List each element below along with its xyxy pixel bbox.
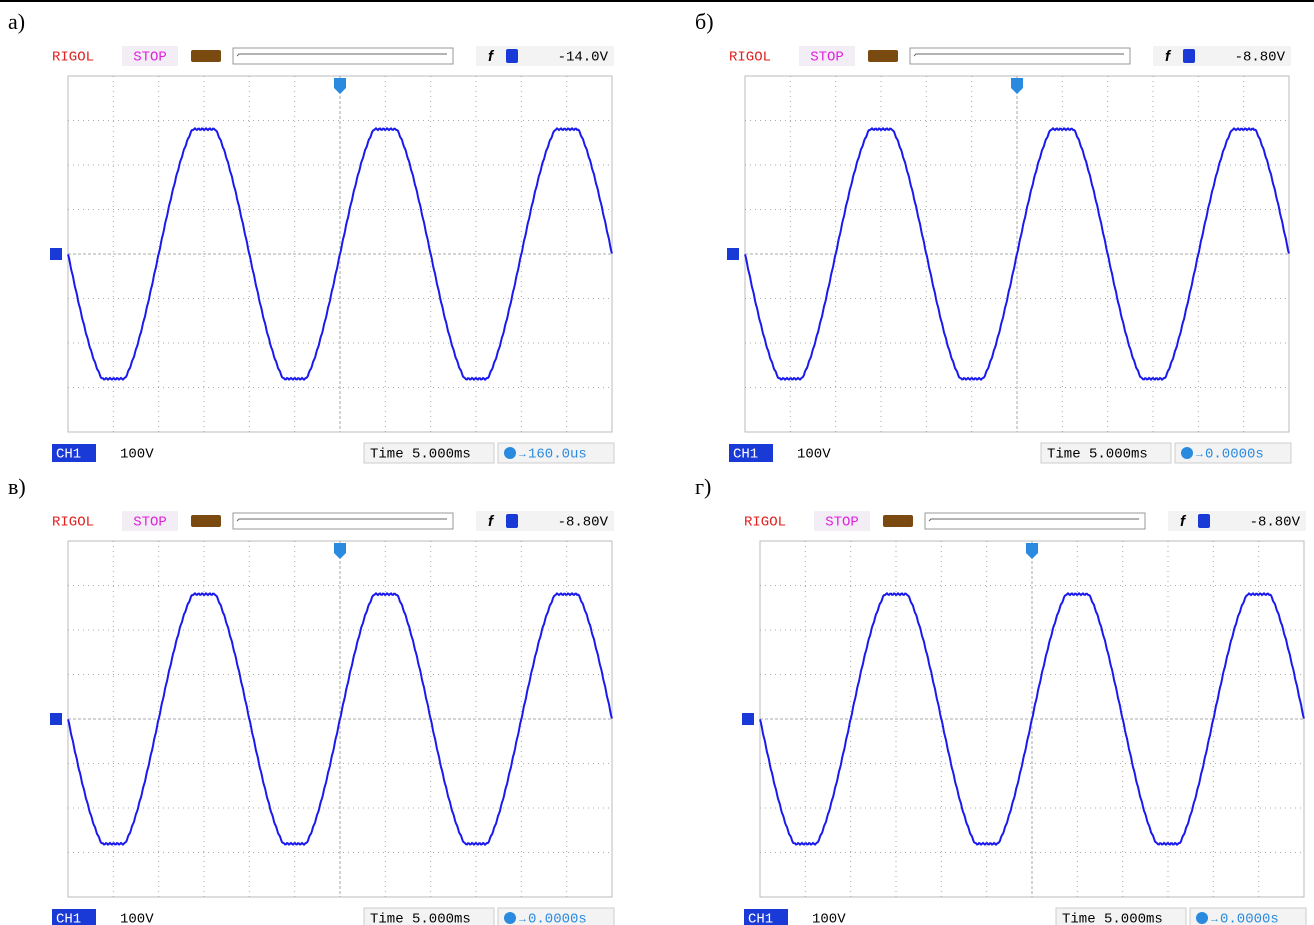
offset-icon (1196, 912, 1208, 924)
trigger-level: -8.80V (1235, 50, 1286, 66)
battery-icon (868, 50, 898, 62)
battery-icon (191, 515, 221, 527)
status: STOP (133, 515, 167, 531)
panel-label: г) (695, 474, 711, 499)
brand: RIGOL (744, 515, 786, 531)
channel: CH1 (748, 912, 773, 925)
time-base: Time 5.000ms (1062, 912, 1163, 925)
channel-icon (506, 514, 518, 528)
panel-label: в) (8, 474, 26, 499)
time-offset: 0.0000s (1220, 912, 1279, 925)
status: STOP (810, 50, 844, 66)
ch-marker (727, 248, 739, 260)
channel-icon (1198, 514, 1210, 528)
time-base: Time 5.000ms (1047, 447, 1148, 463)
memory-bar (910, 48, 1130, 64)
channel-icon (1183, 49, 1195, 63)
panel-label: б) (695, 9, 714, 34)
trigger-level: -8.80V (1250, 515, 1301, 531)
battery-icon (883, 515, 913, 527)
trigger-level: -8.80V (558, 515, 609, 531)
status: STOP (825, 515, 859, 531)
ch-marker (50, 248, 62, 260)
ch-marker (50, 713, 62, 725)
time-base: Time 5.000ms (370, 447, 471, 463)
volt-scale: 100V (812, 912, 846, 925)
volt-scale: 100V (120, 912, 154, 925)
battery-icon (191, 50, 221, 62)
brand: RIGOL (52, 515, 94, 531)
volt-scale: 100V (797, 447, 831, 463)
memory-bar (233, 513, 453, 529)
offset-icon (1181, 447, 1193, 459)
memory-bar (233, 48, 453, 64)
figure: а)RIGOLSTOPf-14.0VCH1100VTime 5.000ms→16… (0, 0, 1314, 925)
channel: CH1 (733, 447, 758, 463)
channel: CH1 (56, 447, 81, 463)
offset-arrow: → (1209, 913, 1220, 925)
memory-bar (925, 513, 1145, 529)
time-offset: 0.0000s (528, 912, 587, 925)
offset-arrow: → (1194, 448, 1205, 460)
volt-scale: 100V (120, 447, 154, 463)
time-offset: 0.0000s (1205, 447, 1264, 463)
channel-icon (506, 49, 518, 63)
offset-icon (504, 447, 516, 459)
offset-arrow: → (517, 448, 528, 460)
channel: CH1 (56, 912, 81, 925)
trigger-level: -14.0V (558, 50, 609, 66)
offset-arrow: → (517, 913, 528, 925)
brand: RIGOL (52, 50, 94, 66)
ch-marker (742, 713, 754, 725)
offset-icon (504, 912, 516, 924)
status: STOP (133, 50, 167, 66)
brand: RIGOL (729, 50, 771, 66)
top-rule (0, 0, 1314, 2)
time-base: Time 5.000ms (370, 912, 471, 925)
time-offset: 160.0us (528, 447, 587, 463)
panel-label: а) (8, 9, 25, 34)
